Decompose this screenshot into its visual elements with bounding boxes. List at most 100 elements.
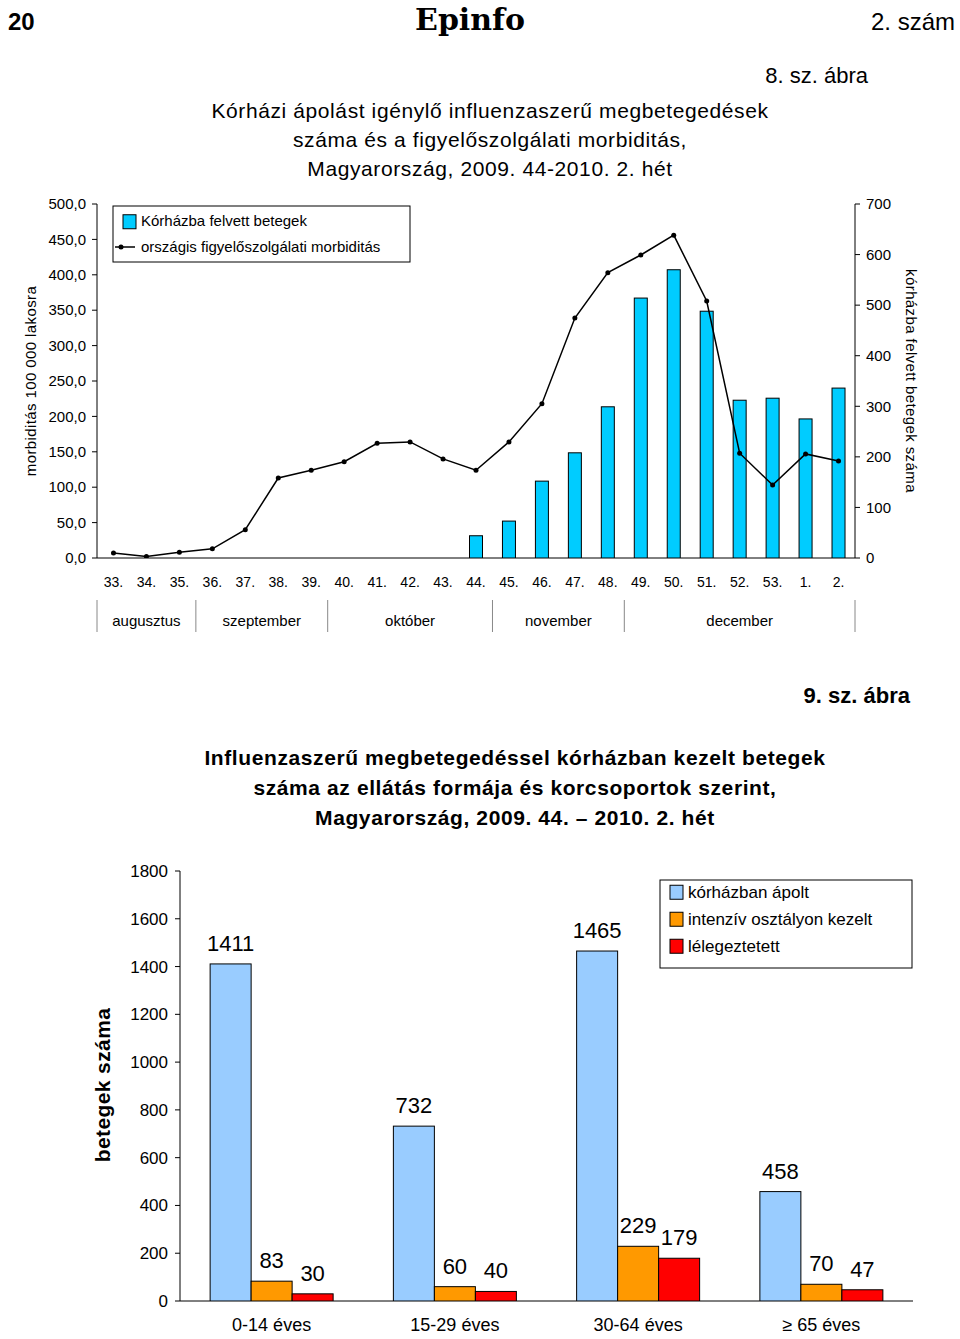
y-tick-label: 1600 xyxy=(130,910,168,929)
x-tick-label: 41. xyxy=(367,574,386,590)
line-marker xyxy=(737,451,742,456)
y-tick xyxy=(175,1157,180,1158)
y-tick xyxy=(175,918,180,919)
bar xyxy=(659,1258,700,1301)
y2-tick xyxy=(855,406,860,407)
x-group-label: november xyxy=(525,612,592,629)
y-tick xyxy=(175,1253,180,1254)
x-tick-label: 46. xyxy=(532,574,551,590)
y-tick-label: 300,0 xyxy=(48,337,86,354)
x-tick-label: 52. xyxy=(730,574,749,590)
bar xyxy=(292,1294,333,1301)
y2-axis-label: kórházba felvett betegek száma xyxy=(903,269,920,493)
x-tick-label: 33. xyxy=(104,574,123,590)
bar xyxy=(434,1287,475,1301)
data-label: 458 xyxy=(762,1159,799,1184)
x-tick-label: 45. xyxy=(499,574,518,590)
y-axis xyxy=(180,871,181,1301)
bar xyxy=(634,298,647,558)
bar xyxy=(760,1192,801,1301)
bar xyxy=(210,964,251,1301)
chart: 9. sz. ábra Influenzaszerű megbetegedésse… xyxy=(91,683,913,1335)
x-tick-label: 38. xyxy=(269,574,288,590)
legend-box xyxy=(660,880,912,968)
bar xyxy=(832,388,845,558)
y-tick-label: 0,0 xyxy=(65,549,86,566)
bar xyxy=(568,453,581,558)
bar xyxy=(470,536,483,558)
line-marker xyxy=(671,233,676,238)
y-tick xyxy=(92,451,97,452)
y-tick-label: 1400 xyxy=(130,958,168,977)
y-tick xyxy=(92,522,97,523)
x-tick-label: 43. xyxy=(433,574,452,590)
y2-tick xyxy=(855,558,860,559)
y-tick-label: 0 xyxy=(159,1292,168,1311)
y-tick-label: 200,0 xyxy=(48,408,86,425)
y-tick-label: 350,0 xyxy=(48,301,86,318)
data-labels: 14117321465458836022970304017947 xyxy=(207,918,875,1286)
y2-tick xyxy=(855,355,860,356)
group-separator xyxy=(327,600,328,632)
line-marker xyxy=(704,298,709,303)
data-label: 30 xyxy=(300,1261,324,1286)
line-marker xyxy=(276,475,281,480)
data-label: 47 xyxy=(850,1257,874,1282)
x-tick-label: 15-29 éves xyxy=(410,1315,499,1335)
y-tick-label: 450,0 xyxy=(48,231,86,248)
bar xyxy=(535,481,548,558)
y-tick-label: 1200 xyxy=(130,1005,168,1024)
legend-marker xyxy=(119,245,124,250)
bar xyxy=(393,1126,434,1301)
legend-label: intenzív osztályon kezelt xyxy=(688,910,873,929)
line-marker xyxy=(605,270,610,275)
bar xyxy=(618,1246,659,1301)
page-number: 20 xyxy=(8,8,35,35)
x-tick-label: 50. xyxy=(664,574,683,590)
line-marker xyxy=(309,468,314,473)
bar xyxy=(766,398,779,558)
line-marker xyxy=(144,554,149,558)
data-label: 83 xyxy=(259,1248,283,1273)
y-tick xyxy=(175,1301,180,1302)
line-marker xyxy=(506,439,511,444)
figure-label: 8. sz. ábra xyxy=(765,63,868,88)
x-tick-label: 48. xyxy=(598,574,617,590)
y-tick xyxy=(92,274,97,275)
data-label: 229 xyxy=(620,1213,657,1238)
plot-area xyxy=(210,951,883,1301)
bar xyxy=(799,419,812,558)
bar xyxy=(700,311,713,558)
x-tick-label: 34. xyxy=(137,574,156,590)
group-separator xyxy=(195,600,196,632)
bar xyxy=(733,400,746,558)
x-tick-label: 42. xyxy=(400,574,419,590)
line-marker xyxy=(342,459,347,464)
y2-tick-label: 400 xyxy=(866,347,891,364)
x-tick-label: 35. xyxy=(170,574,189,590)
y-axis-label: betegek száma xyxy=(91,1008,114,1163)
legend-label: lélegeztetett xyxy=(688,937,780,956)
y2-axis xyxy=(855,204,856,558)
y-tick xyxy=(175,1109,180,1110)
figure-label: 9. sz. ábra xyxy=(804,683,911,708)
chart-title: Influenzaszerű megbetegedéssel kórházban… xyxy=(204,746,825,829)
legend-swatch xyxy=(670,939,683,953)
data-label: 40 xyxy=(484,1258,508,1283)
y-tick-label: 600 xyxy=(140,1149,168,1168)
line-marker xyxy=(836,459,841,464)
bar xyxy=(601,407,614,558)
legend: kórházban ápoltintenzív osztályon kezelt… xyxy=(660,880,912,968)
line-marker xyxy=(803,451,808,456)
line-marker xyxy=(441,456,446,461)
y2-tick xyxy=(855,507,860,508)
y2-tick-label: 600 xyxy=(866,246,891,263)
x-group-label: október xyxy=(385,612,435,629)
plot-area xyxy=(111,233,845,558)
y2-tick-label: 700 xyxy=(866,195,891,212)
y-tick xyxy=(92,310,97,311)
y-tick xyxy=(92,204,97,205)
legend-swatch xyxy=(123,215,136,229)
data-label: 1465 xyxy=(573,918,622,943)
group-separator xyxy=(97,600,98,632)
